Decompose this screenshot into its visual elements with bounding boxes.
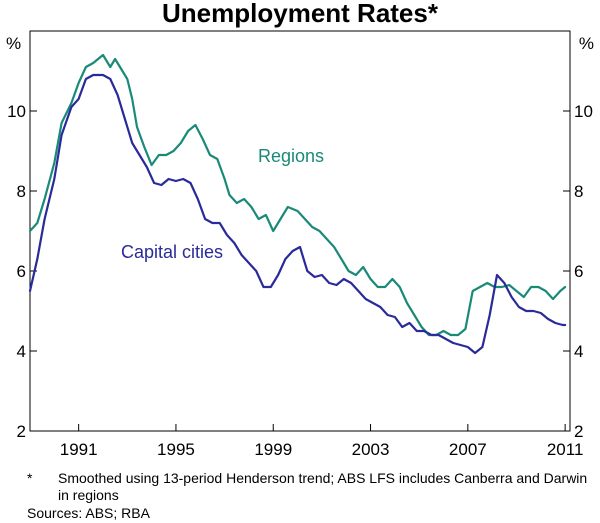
axis-ticks: 2 2 4 4 6 6 8 8 10 10 1991 1995 1999 2003 2007 2011 — [7, 102, 593, 459]
plot-frame — [29, 30, 571, 432]
series-line-capital-cities — [28, 73, 567, 355]
footnote-marker: * — [27, 470, 33, 486]
y-tick-label-right: 2 — [574, 422, 583, 441]
x-tick-label: 2011 — [547, 440, 584, 459]
series-label-regions: Regions — [258, 146, 324, 166]
series-lines — [28, 53, 567, 355]
y-tick-label-right: 6 — [574, 262, 583, 281]
footnote: Smoothed using 13-period Henderson trend… — [58, 470, 588, 503]
y-axis-unit-left: % — [6, 34, 21, 53]
x-tick-label: 1995 — [157, 440, 195, 459]
chart-title: Unemployment Rates* — [162, 0, 439, 28]
sources-note: Sources: ABS; RBA — [27, 505, 150, 521]
y-tick-label-left: 6 — [17, 262, 26, 281]
y-tick-label-right: 8 — [574, 182, 583, 201]
x-tick-label: 2003 — [352, 440, 390, 459]
y-tick-label-left: 4 — [17, 342, 26, 361]
y-tick-label-left: 10 — [7, 102, 26, 121]
x-tick-label: 1991 — [60, 440, 98, 459]
x-tick-label: 1999 — [254, 440, 292, 459]
series-line-regions — [28, 53, 567, 337]
y-tick-label-right: 10 — [574, 102, 593, 121]
x-tick-label: 2007 — [449, 440, 487, 459]
y-tick-label-left: 2 — [17, 422, 26, 441]
y-tick-label-right: 4 — [574, 342, 583, 361]
y-tick-label-left: 8 — [17, 182, 26, 201]
y-axis-unit-right: % — [579, 34, 594, 53]
series-label-capital-cities: Capital cities — [121, 242, 223, 262]
